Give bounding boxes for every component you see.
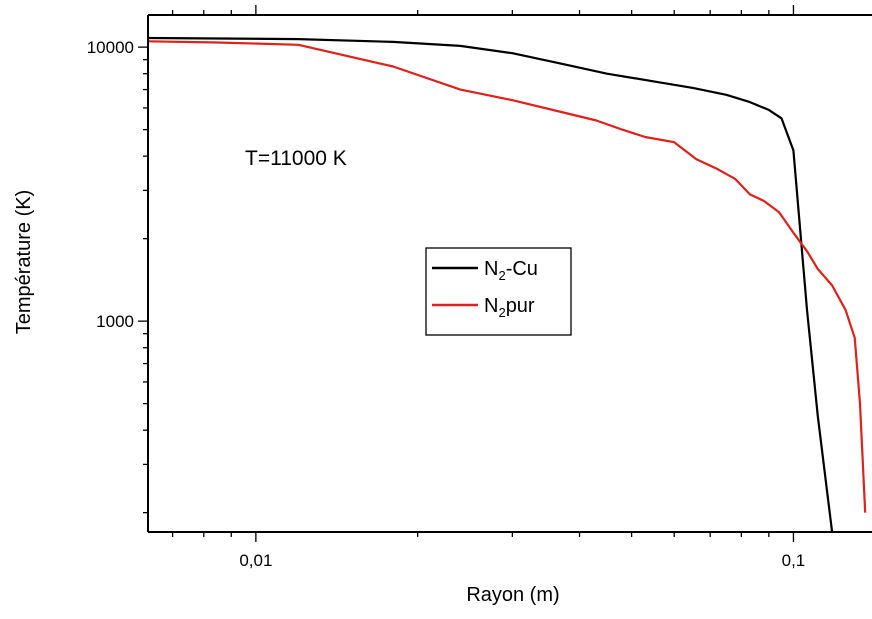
y-tick-label: 10000 — [87, 38, 134, 57]
axes-layer: 0,01 0,1 1000 10000 — [87, 5, 806, 570]
x-tick-label: 0,01 — [239, 551, 272, 570]
y-tick-label: 1000 — [96, 312, 134, 331]
legend: N2-Cu N2pur — [425, 247, 572, 336]
legend-label-n2-pur: N2pur — [484, 295, 535, 320]
series-line-n2-cu — [148, 36, 834, 532]
series-line-n2-pur — [148, 40, 867, 513]
series-layer — [148, 36, 867, 532]
plot-frame — [147, 14, 872, 533]
legend-label-n2-cu: N2-Cu — [484, 258, 538, 283]
x-axis-title: Rayon (m) — [466, 584, 559, 606]
y-axis-title: Température (K) — [13, 190, 35, 335]
legend-box — [425, 247, 572, 336]
annotation-text: T=11000 K — [245, 147, 347, 170]
x-tick-label: 0,1 — [782, 551, 806, 570]
